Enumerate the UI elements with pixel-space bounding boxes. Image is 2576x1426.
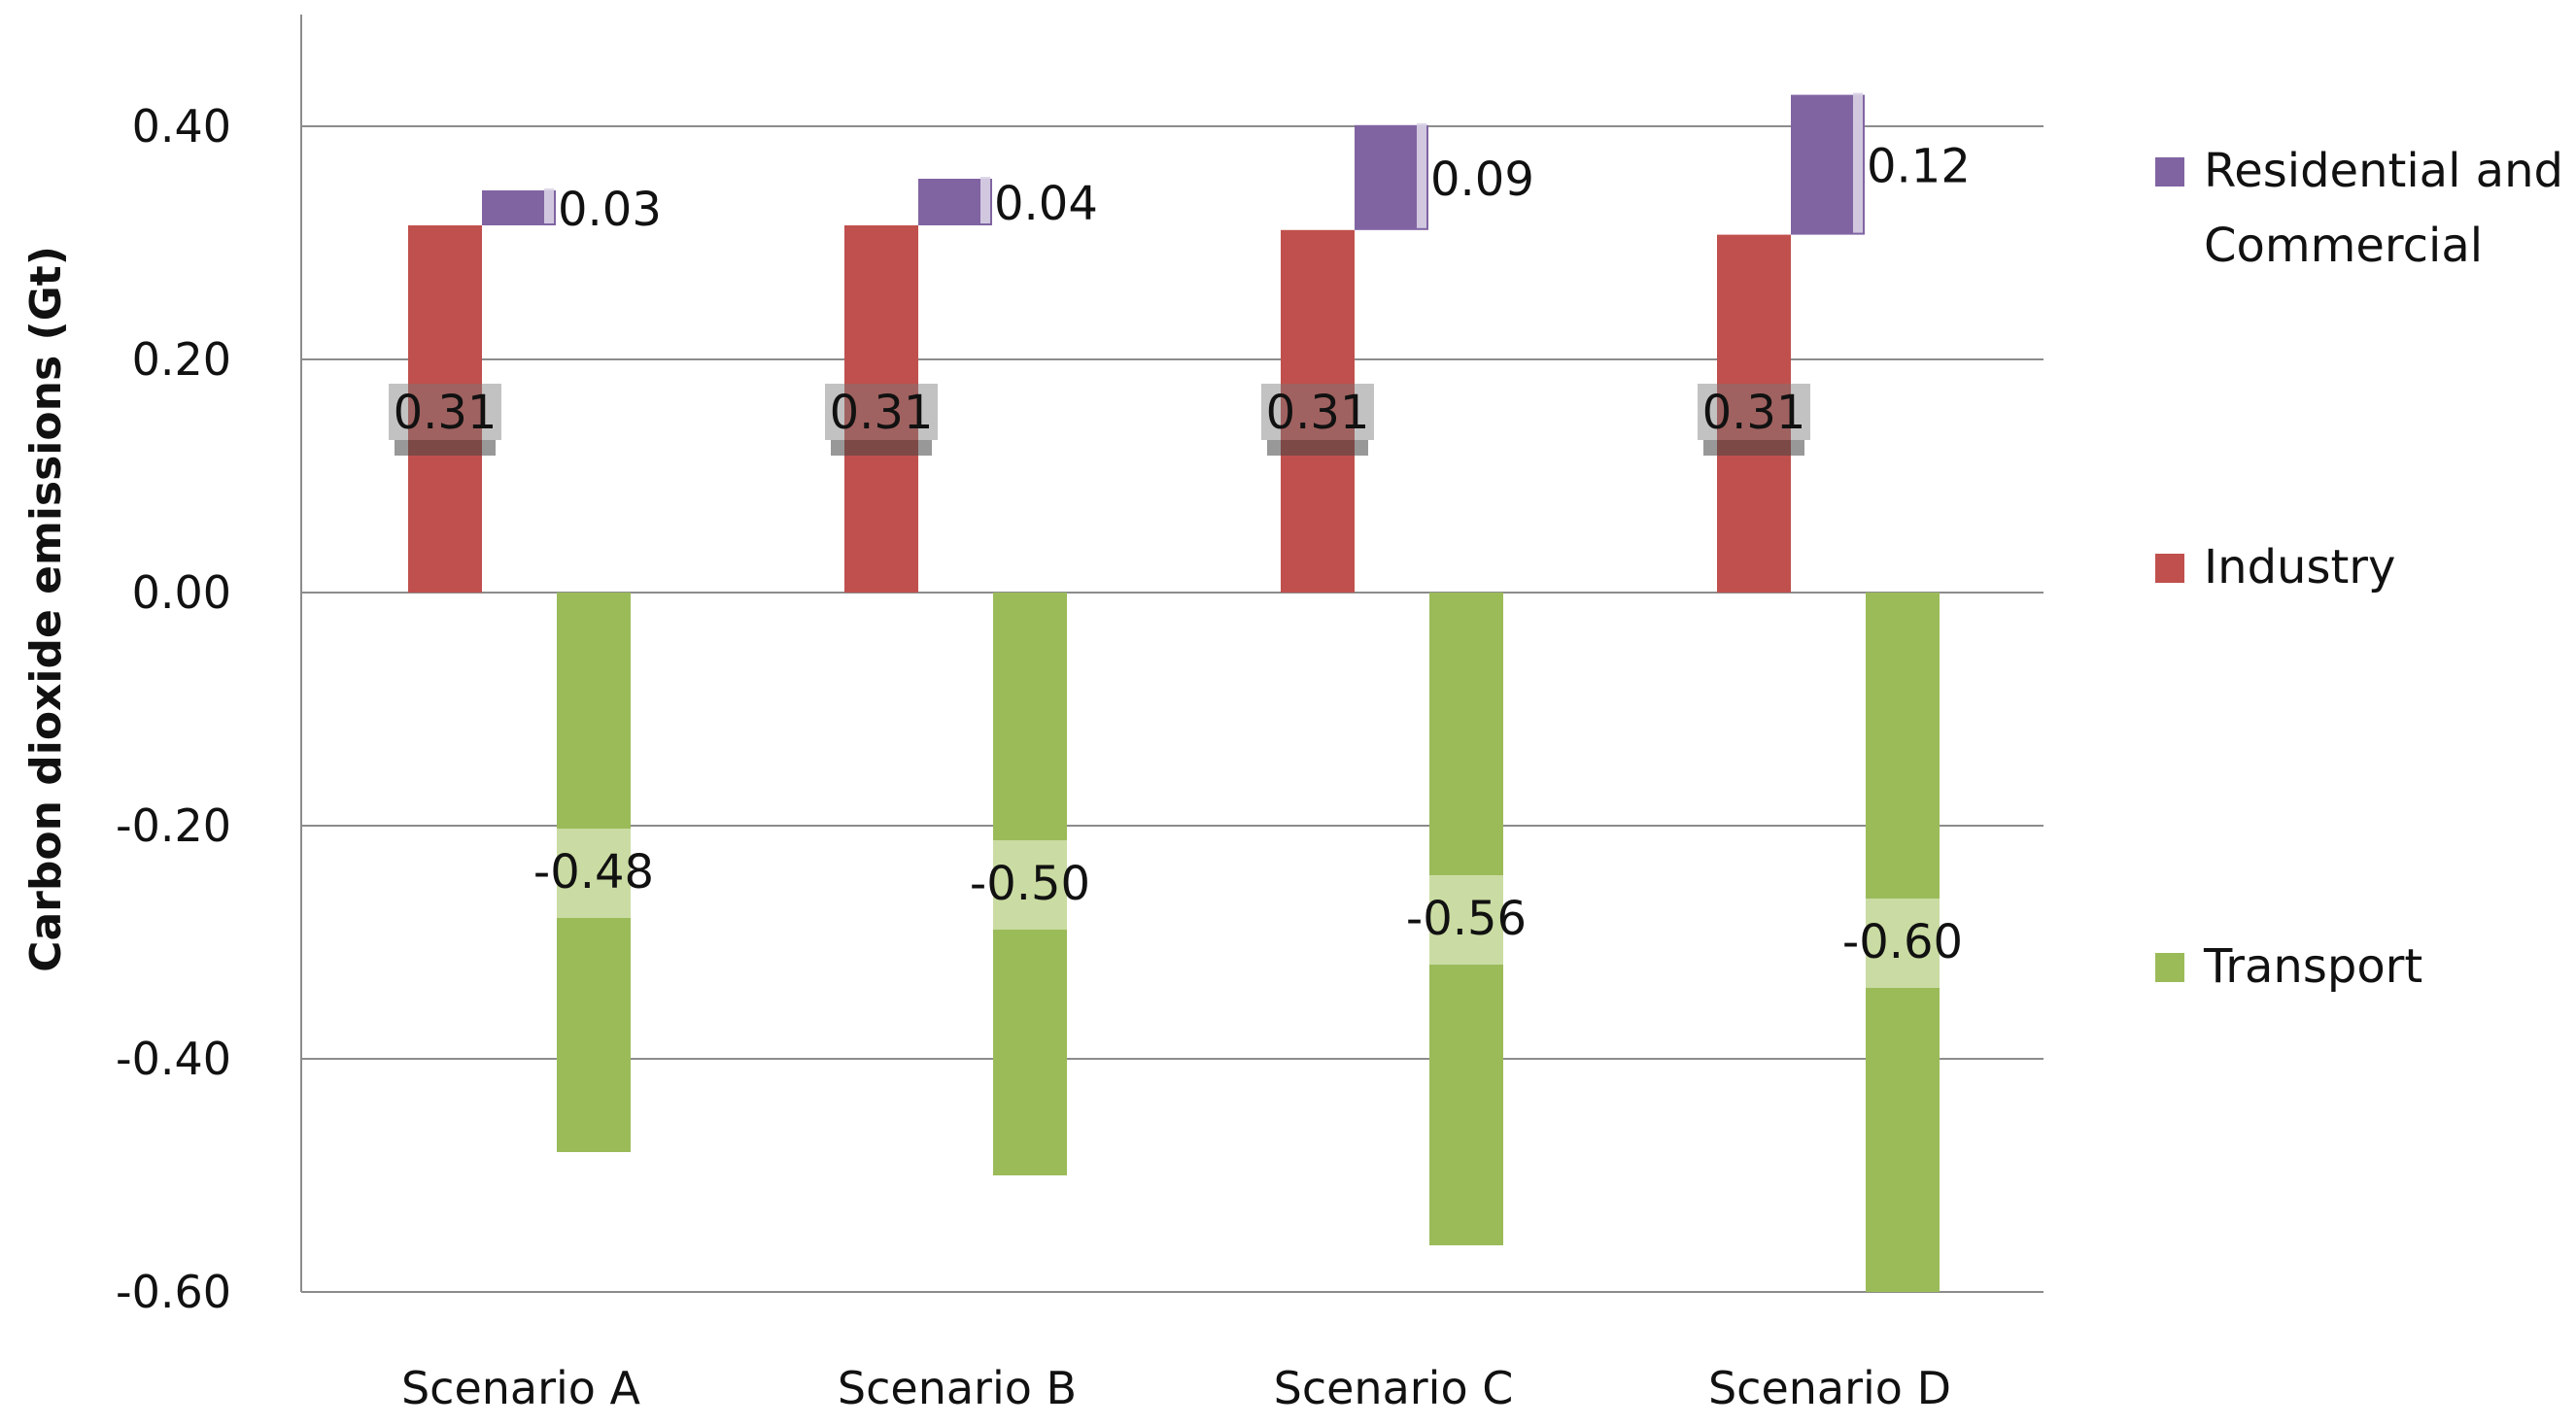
y-tick-label: 0.40 xyxy=(132,100,231,153)
bar-residential-commercial xyxy=(1355,124,1428,230)
legend-label: Industry xyxy=(2204,540,2395,594)
y-tick-label: 0.20 xyxy=(132,333,231,386)
bar-industry xyxy=(408,225,482,593)
x-tick-label: Scenario B xyxy=(838,1362,1077,1414)
data-label-bg-residential xyxy=(1417,122,1426,228)
data-label-shadow-industry xyxy=(1703,440,1804,456)
data-label-residential-commercial: 0.03 xyxy=(558,183,662,237)
data-label-bg-industry xyxy=(389,384,501,440)
y-tick-label: -0.40 xyxy=(116,1033,231,1085)
data-label-bg-industry xyxy=(825,384,938,440)
legend-swatch xyxy=(2155,953,2184,982)
bar-industry xyxy=(844,225,918,593)
data-label-bg-residential xyxy=(544,188,554,223)
bar-residential-commercial xyxy=(918,179,992,225)
bars xyxy=(408,94,1940,1292)
legend: Residential and Commercial Industry Transpo… xyxy=(2155,144,2563,994)
x-tick-label: Scenario C xyxy=(1274,1362,1514,1414)
axes: 0.40 0.20 0.00 -0.20 -0.40 -0.60 Scenario A Sce… xyxy=(116,15,1951,1414)
y-axis-label: Carbon dioxide emissions (Gt) xyxy=(21,246,71,972)
data-label-bg-residential xyxy=(980,177,990,223)
data-label-bg-transport xyxy=(1866,899,1940,988)
y-tick-label: -0.20 xyxy=(116,799,231,852)
data-label-transport: -0.50 xyxy=(970,857,1090,911)
legend-label: Commercial xyxy=(2204,219,2483,273)
data-label-transport: -0.60 xyxy=(1842,915,1963,969)
data-label-shadow-industry xyxy=(1267,440,1368,456)
data-label-bg-industry xyxy=(1261,384,1374,440)
data-label-transport: -0.48 xyxy=(533,845,654,900)
bar-industry xyxy=(1717,234,1791,593)
data-label-industry: 0.31 xyxy=(1702,386,1806,440)
y-tick-label: -0.60 xyxy=(116,1266,231,1318)
legend-swatch xyxy=(2155,554,2184,583)
y-tick-label: 0.00 xyxy=(132,566,231,619)
bar-residential-commercial xyxy=(1791,94,1865,235)
data-label-industry: 0.31 xyxy=(394,386,498,440)
data-label-bg-residential xyxy=(1853,92,1863,233)
data-label-bg-transport xyxy=(1429,875,1503,965)
data-label-residential-commercial: 0.09 xyxy=(1430,153,1534,207)
data-label-residential-commercial: 0.04 xyxy=(994,177,1098,231)
data-labels: 0.31 0.03 -0.48 0.31 0.04 -0.50 0.31 0.09 -0.56 0… xyxy=(389,92,1971,988)
data-label-bg-transport xyxy=(557,829,631,918)
legend-label: Transport xyxy=(2203,939,2422,994)
x-tick-label: Scenario D xyxy=(1708,1362,1951,1414)
x-tick-label: Scenario A xyxy=(401,1362,641,1414)
data-label-shadow-industry xyxy=(831,440,932,456)
bar-industry xyxy=(1281,229,1355,594)
data-label-industry: 0.31 xyxy=(1266,386,1370,440)
data-label-industry: 0.31 xyxy=(830,386,934,440)
data-label-transport: -0.56 xyxy=(1406,892,1527,946)
legend-label: Residential and xyxy=(2204,144,2563,198)
data-label-residential-commercial: 0.12 xyxy=(1867,140,1971,194)
data-label-bg-transport xyxy=(993,840,1067,930)
data-label-shadow-industry xyxy=(395,440,496,456)
bar-residential-commercial xyxy=(482,190,556,225)
data-label-bg-industry xyxy=(1698,384,1810,440)
legend-swatch xyxy=(2155,157,2184,187)
